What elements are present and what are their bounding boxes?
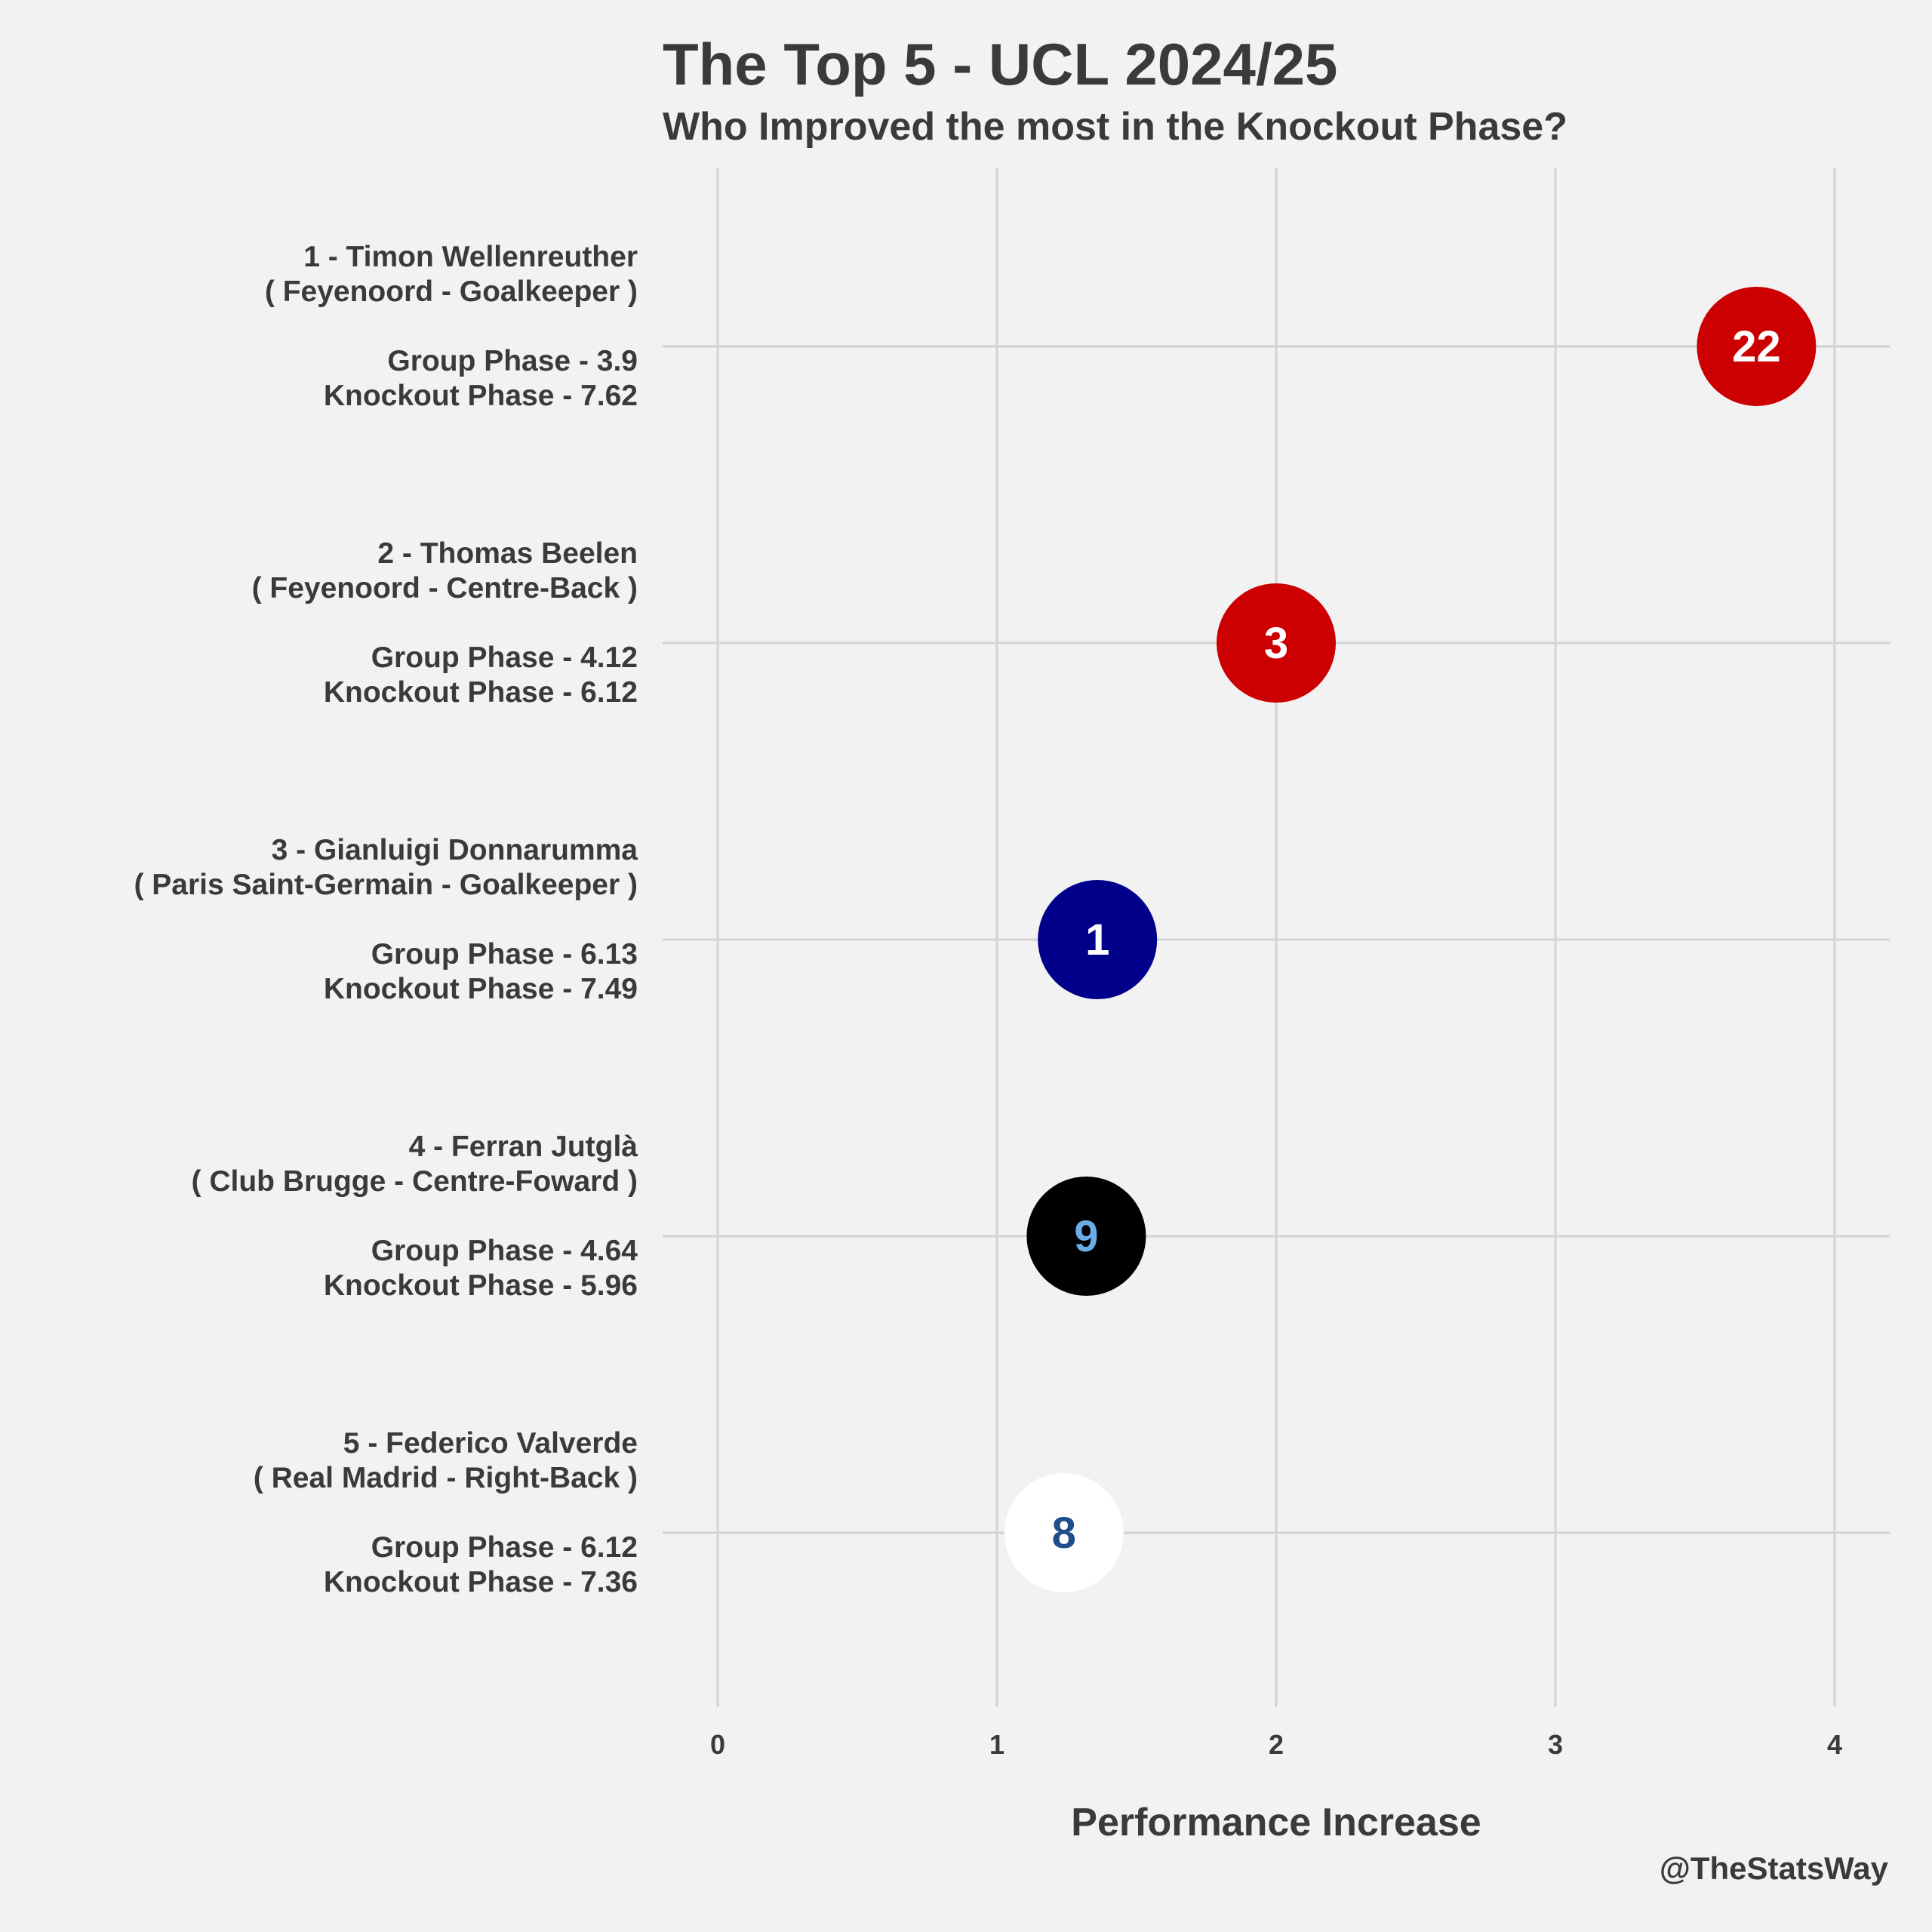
x-gridlines [716, 168, 1836, 1707]
knockout-phase-label: Knockout Phase - 7.62 [324, 380, 638, 412]
knockout-phase-label: Knockout Phase - 7.49 [324, 973, 638, 1005]
shirt-number-label: 1 [1085, 915, 1109, 964]
team-position-label: ( Real Madrid - Right-Back ) [254, 1462, 638, 1494]
data-point [1004, 1473, 1124, 1592]
team-position-label: ( Feyenoord - Centre-Back ) [252, 572, 638, 605]
team-position-label: ( Club Brugge - Centre-Foward ) [192, 1165, 638, 1198]
row-label-group: 2 - Thomas Beelen( Feyenoord - Centre-Ba… [252, 537, 638, 709]
team-position-label: ( Feyenoord - Goalkeeper ) [265, 275, 638, 308]
team-position-label: ( Paris Saint-Germain - Goalkeeper ) [134, 869, 638, 901]
x-tick-label: 4 [1827, 1729, 1842, 1760]
group-phase-label: Group Phase - 6.12 [371, 1531, 638, 1564]
row-label-group: 4 - Ferran Jutglà( Club Brugge - Centre-… [192, 1131, 638, 1302]
data-point [1026, 1177, 1146, 1296]
player-name-label: 5 - Federico Valverde [343, 1427, 638, 1460]
x-tick-label: 1 [989, 1729, 1004, 1760]
player-name-label: 1 - Timon Wellenreuther [303, 241, 638, 273]
data-point [1217, 583, 1336, 703]
knockout-phase-label: Knockout Phase - 7.36 [324, 1566, 638, 1598]
row-label-group: 1 - Timon Wellenreuther( Feyenoord - Goa… [265, 241, 638, 412]
group-phase-label: Group Phase - 3.9 [387, 345, 638, 377]
x-tick-labels: 0 1 2 3 4 [710, 1729, 1842, 1760]
data-point [1697, 287, 1817, 406]
row-labels: 1 - Timon Wellenreuther( Feyenoord - Goa… [134, 241, 638, 1598]
data-point [1038, 880, 1158, 999]
chart-subtitle: Who Improved the most in the Knockout Ph… [663, 105, 1567, 149]
knockout-phase-label: Knockout Phase - 5.96 [324, 1269, 638, 1302]
row-label-group: 3 - Gianluigi Donnarumma( Paris Saint-Ge… [134, 834, 638, 1005]
group-phase-label: Group Phase - 6.13 [371, 938, 638, 971]
player-name-label: 2 - Thomas Beelen [377, 537, 638, 570]
knockout-phase-label: Knockout Phase - 6.12 [324, 676, 638, 709]
chart-title: The Top 5 - UCL 2024/25 [663, 31, 1338, 97]
x-tick-label: 0 [710, 1729, 725, 1760]
player-name-label: 4 - Ferran Jutglà [409, 1131, 638, 1163]
x-tick-label: 3 [1548, 1729, 1563, 1760]
x-axis-title: Performance Increase [1071, 1801, 1481, 1844]
player-name-label: 3 - Gianluigi Donnarumma [272, 834, 638, 866]
shirt-number-label: 8 [1052, 1509, 1076, 1558]
group-phase-label: Group Phase - 4.12 [371, 641, 638, 674]
shirt-number-label: 3 [1264, 619, 1288, 668]
group-phase-label: Group Phase - 4.64 [371, 1235, 638, 1267]
x-tick-label: 2 [1269, 1729, 1284, 1760]
caption: @TheStatsWay [1659, 1850, 1888, 1886]
shirt-number-label: 9 [1074, 1212, 1098, 1261]
data-points: 22 3 1 9 8 [1004, 287, 1817, 1592]
shirt-number-label: 22 [1732, 322, 1781, 371]
row-label-group: 5 - Federico Valverde( Real Madrid - Rig… [254, 1427, 638, 1598]
